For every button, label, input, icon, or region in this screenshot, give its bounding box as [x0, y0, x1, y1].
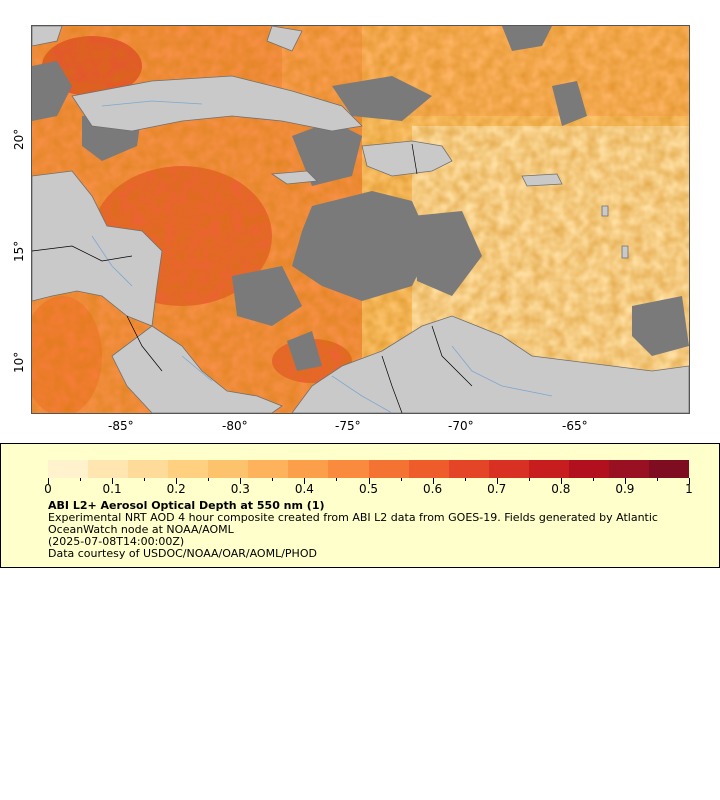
colorbar-label: 0.4	[294, 482, 314, 496]
y-tick-label: 20°	[12, 128, 26, 150]
colorbar-swatch	[368, 460, 409, 478]
y-tick-label: 15°	[12, 240, 26, 262]
colorbar-label: 0.2	[166, 482, 186, 496]
colorbar-tick	[624, 478, 626, 484]
legend-panel: 0 0.1 0.2 0.3 0.4 0.5 0.6 0.7 0.8 0.9 1 ABI L2+ Ae…	[0, 443, 720, 568]
colorbar-label: 0.1	[102, 482, 122, 496]
colorbar-tick	[368, 478, 370, 484]
y-tick-label: 10°	[12, 351, 26, 373]
colorbar-tick	[304, 478, 306, 484]
legend-credit: Data courtesy of USDOC/NOAA/OAR/AOML/PHO…	[48, 547, 317, 560]
aod-colorbar	[48, 460, 689, 478]
colorbar-swatch	[288, 460, 329, 478]
x-tick-label: -80°	[222, 419, 248, 433]
colorbar-swatch	[608, 460, 649, 478]
colorbar-swatch	[448, 460, 489, 478]
x-tick-label: -85°	[108, 419, 134, 433]
x-tick-label: -65°	[562, 419, 588, 433]
colorbar-label: 0.3	[230, 482, 250, 496]
x-tick-label: -75°	[335, 419, 361, 433]
colorbar-swatch	[208, 460, 249, 478]
rivers	[91, 100, 553, 413]
colorbar-label: 0.6	[423, 482, 443, 496]
colorbar-tick	[656, 478, 658, 481]
land-masses	[32, 26, 689, 413]
colorbar-label: 0.8	[551, 482, 571, 496]
colorbar-label: 1	[685, 482, 693, 496]
colorbar-swatch	[88, 460, 129, 478]
colorbar-tick	[80, 478, 82, 481]
colorbar-label: 0	[44, 482, 52, 496]
colorbar-tick	[432, 478, 434, 484]
colorbar-swatch	[48, 460, 89, 478]
colorbar-tick	[400, 478, 402, 481]
country-borders	[32, 143, 473, 413]
colorbar-swatch	[648, 460, 689, 478]
colorbar-tick	[464, 478, 466, 481]
colorbar-tick	[272, 478, 274, 481]
colorbar-tick	[144, 478, 146, 481]
colorbar-tick	[560, 478, 562, 484]
legend-description: Experimental NRT AOD 4 hour composite cr…	[48, 511, 658, 524]
colorbar-ticks	[48, 478, 690, 486]
legend-text: ABI L2+ Aerosol Optical Depth at 550 nm …	[48, 500, 698, 560]
map-plot-area	[31, 25, 690, 414]
legend-title: ABI L2+ Aerosol Optical Depth at 550 nm …	[48, 499, 325, 512]
colorbar-swatch	[328, 460, 369, 478]
colorbar-tick	[528, 478, 530, 481]
colorbar-tick	[689, 478, 690, 484]
colorbar-swatch	[528, 460, 569, 478]
colorbar-swatch	[168, 460, 209, 478]
colorbar-tick	[208, 478, 210, 481]
colorbar-swatch	[248, 460, 289, 478]
colorbar-tick	[112, 478, 114, 484]
colorbar-label: 0.7	[487, 482, 507, 496]
colorbar-swatch	[488, 460, 529, 478]
colorbar-label: 0.5	[358, 482, 379, 496]
colorbar-label: 0.9	[615, 482, 635, 496]
colorbar-swatch	[568, 460, 609, 478]
colorbar-tick	[336, 478, 338, 481]
x-tick-label: -70°	[448, 419, 474, 433]
colorbar-tick	[48, 478, 49, 484]
legend-description-cont: OceanWatch node at NOAA/AOML	[48, 523, 234, 536]
aod-map	[32, 26, 689, 413]
colorbar-tick	[176, 478, 178, 484]
legend-timestamp: (2025-07-08T14:00:00Z)	[48, 535, 185, 548]
colorbar-swatch	[128, 460, 169, 478]
colorbar-tick	[592, 478, 594, 481]
colorbar-tick	[240, 478, 242, 484]
colorbar-swatch	[408, 460, 449, 478]
colorbar-tick	[496, 478, 498, 484]
